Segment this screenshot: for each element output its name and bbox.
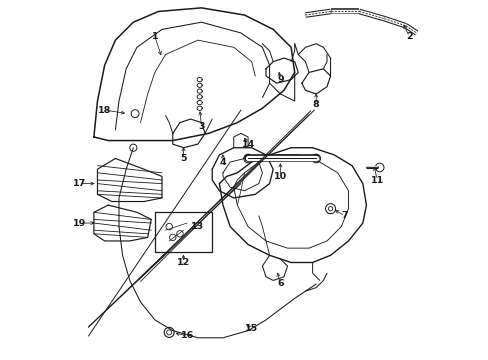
Text: 16: 16 — [180, 332, 193, 341]
Text: 10: 10 — [273, 172, 286, 181]
Text: 6: 6 — [277, 279, 283, 288]
Text: 18: 18 — [98, 105, 111, 114]
Text: 1: 1 — [151, 32, 158, 41]
Text: 13: 13 — [191, 222, 204, 231]
Text: 17: 17 — [73, 179, 86, 188]
Text: 2: 2 — [406, 32, 412, 41]
Text: 11: 11 — [370, 176, 383, 185]
Text: 15: 15 — [244, 324, 258, 333]
Text: 14: 14 — [241, 140, 254, 149]
Text: 9: 9 — [277, 75, 283, 84]
Text: 12: 12 — [177, 258, 190, 267]
Text: 8: 8 — [312, 100, 319, 109]
Text: 5: 5 — [180, 154, 186, 163]
Text: 4: 4 — [219, 158, 226, 167]
Bar — [155, 212, 212, 252]
Text: 19: 19 — [73, 219, 86, 228]
Text: 7: 7 — [341, 211, 347, 220]
Text: 3: 3 — [198, 122, 204, 131]
